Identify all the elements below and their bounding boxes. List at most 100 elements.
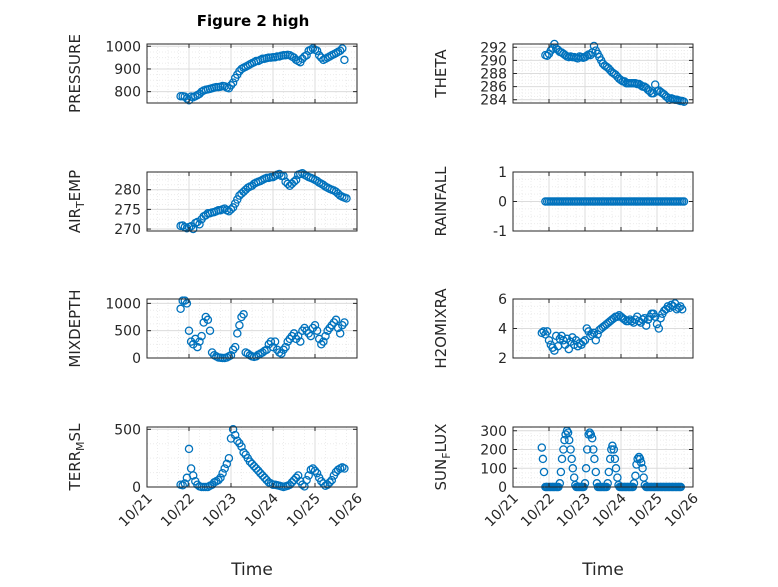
figure-title: Figure 2 high xyxy=(196,12,310,30)
data-point xyxy=(578,337,588,347)
data-point xyxy=(590,454,599,464)
data-point xyxy=(335,329,345,338)
x-tick-label: 10/24 xyxy=(590,490,630,530)
data-point xyxy=(254,466,263,476)
data-point xyxy=(188,224,198,234)
data-point xyxy=(631,471,640,481)
data-point xyxy=(199,318,208,327)
data-point xyxy=(605,454,615,464)
data-point xyxy=(635,454,645,464)
data-point xyxy=(582,445,592,454)
data-point xyxy=(298,168,307,178)
y-tick-label: 290 xyxy=(480,53,507,69)
data-point xyxy=(591,336,601,345)
data-point xyxy=(537,443,547,452)
y-tick-label: 2 xyxy=(498,351,507,367)
data-point xyxy=(245,457,255,466)
data-point xyxy=(258,471,267,480)
subplot-air-temp: 270 275 280 AIRTEMP xyxy=(66,168,358,238)
data-point xyxy=(251,464,261,473)
data-point xyxy=(287,478,297,487)
data-point xyxy=(302,51,311,60)
data-point xyxy=(228,425,238,434)
data-point xyxy=(317,53,326,62)
subplot-pressure: 800 900 1000 PRESSURE xyxy=(66,34,358,113)
data-point xyxy=(604,467,614,477)
data-point xyxy=(542,327,552,336)
data-point xyxy=(679,197,689,206)
data-point xyxy=(564,435,574,445)
y-tick-label: 100 xyxy=(480,461,507,477)
data-point xyxy=(591,467,601,477)
data-point xyxy=(580,336,590,345)
data-point xyxy=(544,336,554,345)
data-point xyxy=(538,454,548,464)
x-tick-label: 10/25 xyxy=(284,491,324,531)
y-tick-label: 280 xyxy=(114,183,141,199)
data-point xyxy=(636,458,646,467)
data-point xyxy=(319,180,328,190)
data-point xyxy=(314,51,324,60)
y-tick-label: 1 xyxy=(498,165,507,181)
data-point xyxy=(312,46,322,56)
x-tick-label: 10/25 xyxy=(626,491,666,531)
data-point xyxy=(260,473,269,483)
y-tick-label: 200 xyxy=(480,443,507,459)
data-point xyxy=(237,442,246,451)
y-axis-label: PRESSURE xyxy=(66,34,84,113)
y-tick-label: 500 xyxy=(114,324,141,340)
data-point xyxy=(291,175,301,185)
x-tick-label: 10/22 xyxy=(518,491,558,531)
x-axis-label: Time xyxy=(581,560,624,580)
data-point xyxy=(224,453,234,463)
subplot-h2omixra: 2 4 6 H2OMIXRA xyxy=(432,288,694,369)
data-point xyxy=(652,319,662,329)
data-point xyxy=(331,315,341,325)
data-point xyxy=(325,478,334,487)
data-point xyxy=(333,323,343,333)
data-point xyxy=(281,342,290,352)
data-point xyxy=(285,480,295,489)
data-point xyxy=(340,318,349,327)
data-point xyxy=(338,44,347,53)
data-point xyxy=(568,464,578,473)
data-point xyxy=(607,445,616,454)
data-point xyxy=(323,480,332,489)
data-point xyxy=(641,321,651,330)
x-axis-label: Time xyxy=(230,560,273,580)
data-point xyxy=(293,471,303,480)
data-point xyxy=(256,468,265,478)
y-tick-label: 0 xyxy=(132,480,141,496)
x-tick-label: 10/26 xyxy=(662,490,702,530)
data-point xyxy=(319,337,328,346)
data-point xyxy=(214,475,223,485)
y-tick-label: 500 xyxy=(114,422,141,438)
data-point xyxy=(220,464,229,473)
data-point xyxy=(247,459,257,469)
subplot-rainfall: -1 0 1 RAINFALL xyxy=(432,165,694,240)
x-tick-label: 10/23 xyxy=(554,491,594,531)
data-point xyxy=(342,194,351,203)
data-point xyxy=(205,326,215,335)
data-point xyxy=(233,436,242,446)
data-point xyxy=(195,220,204,229)
data-point xyxy=(230,199,240,208)
y-tick-label: 288 xyxy=(480,67,507,83)
y-tick-label: 270 xyxy=(114,222,141,238)
axes-box xyxy=(146,426,358,488)
data-point xyxy=(610,454,620,464)
data-point xyxy=(560,435,569,445)
data-point xyxy=(176,304,185,314)
axes-box xyxy=(146,43,358,104)
y-tick-label: 1000 xyxy=(105,296,141,312)
data-point xyxy=(556,467,566,477)
y-tick-label: 4 xyxy=(498,322,507,338)
y-axis-label: SUNFLUX xyxy=(432,424,453,491)
x-tick-label: 10/26 xyxy=(326,490,366,530)
data-point xyxy=(289,475,299,485)
y-tick-label: 0 xyxy=(498,195,507,211)
x-tick-label: 10/22 xyxy=(158,491,198,531)
data-point xyxy=(178,481,187,490)
data-point xyxy=(321,331,330,341)
